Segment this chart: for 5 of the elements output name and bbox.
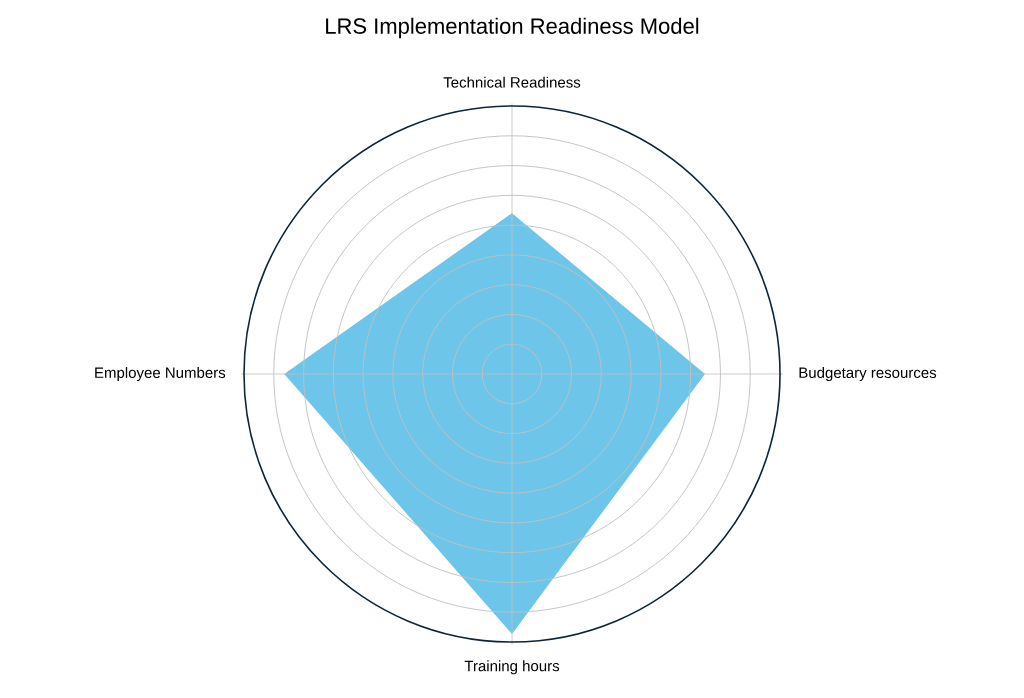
spoke-label: Employee Numbers [95, 367, 226, 381]
spoke-label: Budgetary resources [799, 367, 937, 381]
spoke-label: Training hours [464, 660, 560, 675]
chart-title: LRS Implementation Readiness Model [326, 17, 699, 39]
spoke-label: Technical Readiness [443, 76, 581, 88]
